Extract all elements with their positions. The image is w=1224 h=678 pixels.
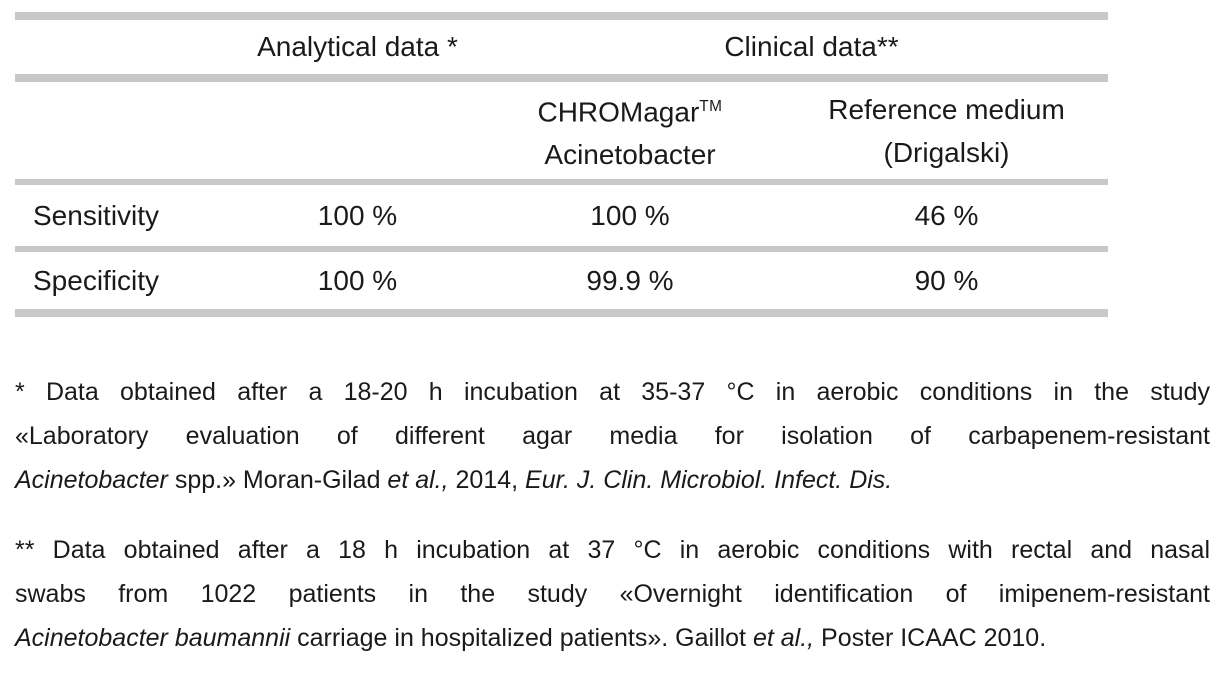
footnote-line: Acinetobacter baumannii carriage in hosp… — [15, 616, 1210, 660]
table-row-specificity: Specificity 100 % 99.9 % 90 % — [15, 252, 1108, 309]
cell-chromagar: 99.9 % — [586, 264, 674, 296]
trademark-superscript: TM — [699, 97, 723, 115]
footnote-line: ** Data obtained after a 18 h incubation… — [15, 536, 1210, 564]
footnote-line: * Data obtained after a 18-20 h incubati… — [15, 378, 1210, 406]
table-row-sensitivity: Sensitivity 100 % 100 % 46 % — [15, 185, 1108, 246]
row-label: Specificity — [33, 264, 160, 296]
row-label: Sensitivity — [33, 199, 160, 231]
citation-text: Poster ICAAC 2010. — [814, 624, 1047, 652]
footnote-analytical: * Data obtained after a 18-20 h incubati… — [15, 370, 1210, 502]
footnote-line: swabs from 1022 patients in the study «O… — [15, 580, 1210, 608]
citation-text: 2014, — [448, 466, 526, 494]
citation-text: spp.» Moran-Gilad — [167, 466, 388, 494]
cell-chromagar: 100 % — [590, 199, 670, 231]
table-header-row-groups: Analytical data * Clinical data** — [15, 20, 1108, 74]
et-al-italic: et al., — [752, 624, 815, 652]
journal-name-italic: Eur. J. Clin. Microbiol. Infect. Dis. — [525, 466, 893, 494]
table-row-divider — [15, 246, 1108, 252]
species-name-italic: Acinetobacter — [15, 466, 168, 494]
chromagar-brand-line: CHROMagarTM — [475, 85, 785, 133]
clinical-data-header: Clinical data** — [724, 31, 899, 62]
footnotes-section: * Data obtained after a 18-20 h incubati… — [15, 370, 1210, 660]
reference-medium-column-header: Reference medium (Drigalski) — [785, 88, 1108, 174]
results-table: Analytical data * Clinical data** CHROMa… — [15, 12, 1108, 317]
reference-medium-line: Reference medium — [828, 93, 1065, 125]
analytical-data-header: Analytical data * — [257, 31, 458, 62]
chromagar-column-header: CHROMagarTM Acinetobacter — [475, 85, 785, 176]
cell-analytical: 100 % — [317, 264, 398, 296]
cell-reference: 90 % — [914, 264, 979, 296]
species-name-italic: Acinetobacter baumannii — [15, 624, 291, 652]
table-body-divider — [15, 179, 1108, 185]
chromagar-brand-text: CHROMagar — [537, 96, 700, 128]
table-header-divider — [15, 74, 1108, 82]
chromagar-species-line: Acinetobacter — [544, 139, 716, 171]
footnote-clinical: ** Data obtained after a 18 h incubation… — [15, 528, 1210, 660]
table-header-row-columns: CHROMagarTM Acinetobacter Reference medi… — [15, 82, 1108, 179]
table-bottom-border — [15, 309, 1108, 317]
footnote-line: Acinetobacter spp.» Moran-Gilad et al., … — [15, 458, 1210, 502]
cell-analytical: 100 % — [317, 199, 398, 231]
reference-medium-subline: (Drigalski) — [883, 136, 1010, 168]
citation-text: carriage in hospitalized patients». Gail… — [290, 624, 753, 652]
table-top-border — [15, 12, 1108, 20]
et-al-italic: et al., — [387, 466, 449, 494]
footnote-line: «Laboratory evaluation of different agar… — [15, 422, 1210, 450]
cell-reference: 46 % — [914, 199, 979, 231]
